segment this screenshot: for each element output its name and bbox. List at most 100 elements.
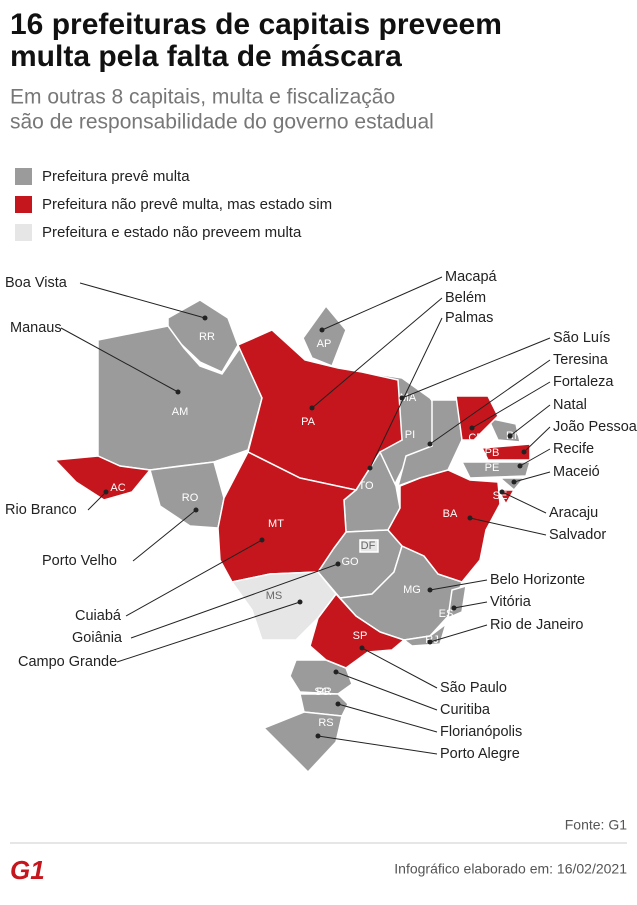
capital-label: Belo Horizonte (490, 572, 585, 588)
capital-dot (309, 405, 315, 411)
capital-dot (427, 587, 433, 593)
capital-dot (175, 389, 181, 395)
callout-line (335, 671, 438, 711)
capital-dot (367, 465, 373, 471)
capital-dot (517, 463, 523, 469)
title: 16 prefeituras de capitais preveem (10, 8, 502, 41)
callout-line (311, 297, 443, 409)
state-abbr: SC (314, 686, 329, 698)
callout-line (429, 359, 551, 445)
capital-label: Recife (553, 441, 594, 457)
capital-label: Natal (553, 397, 587, 413)
capital-dot (469, 425, 475, 431)
state-abbr: AM (172, 406, 189, 418)
capital-label: João Pessoa (553, 419, 637, 435)
capital-dot (427, 441, 433, 447)
callout-line (361, 647, 438, 689)
state-abbr: AP (317, 338, 332, 350)
state (299, 693, 349, 717)
capital-dot (315, 733, 321, 739)
callout-line (429, 579, 488, 591)
capital-dot (359, 645, 365, 651)
legend-label: Prefeitura não prevê multa, mas estado s… (42, 196, 332, 213)
capital-dot (193, 507, 199, 513)
callout-line (401, 337, 551, 399)
callout-line (337, 703, 438, 733)
title: multa pela falta de máscara (10, 40, 402, 73)
subtitle: são de responsabilidade do governo estad… (10, 111, 434, 134)
state (359, 539, 379, 553)
callout-line (469, 517, 547, 536)
capital-dot (202, 315, 208, 321)
callout-line (523, 426, 551, 453)
capital-dot (507, 433, 513, 439)
capital-label: Cuiabá (75, 608, 122, 624)
capital-label: Palmas (445, 310, 493, 326)
state-abbr: CE (468, 432, 483, 444)
legend-swatch (15, 168, 32, 185)
capital-label: Goiânia (72, 630, 123, 646)
capital-dot (521, 449, 527, 455)
callout-line (130, 563, 339, 639)
state-abbr: PI (405, 429, 415, 441)
legend-swatch (15, 196, 32, 213)
state (53, 455, 152, 501)
state (455, 395, 499, 441)
state-abbr: BA (443, 508, 458, 520)
state-abbr: PB (485, 447, 500, 459)
state-abbr: DF (361, 540, 376, 552)
state (97, 325, 263, 471)
capital-label: Teresina (553, 352, 609, 368)
capital-dot (451, 605, 457, 611)
state (302, 304, 347, 367)
capital-dot (259, 537, 265, 543)
capital-label: Macapá (445, 269, 498, 285)
callout-line (369, 317, 443, 469)
map: RRAPAMROMAPITOGOMGESRJPRSCRSRNPEALPAACMT… (53, 299, 531, 774)
capital-label: Manaus (10, 320, 62, 336)
capital-dot (511, 479, 517, 485)
capital-label: Belém (445, 290, 486, 306)
callout-line (509, 404, 551, 437)
state (460, 461, 531, 479)
callout-line (501, 491, 547, 514)
callout-line (321, 276, 443, 331)
capital-label: Porto Velho (42, 553, 117, 569)
state-abbr: MS (266, 590, 283, 602)
capital-label: Florianópolis (440, 724, 522, 740)
callout-line (79, 282, 206, 319)
capital-dot (319, 327, 325, 333)
state-abbr: ES (439, 608, 454, 620)
state-abbr: PA (301, 416, 316, 428)
capital-label: Aracaju (549, 505, 598, 521)
callout-line (132, 509, 197, 562)
logo: G1 (10, 855, 45, 885)
capital-dot (333, 669, 339, 675)
state-abbr: TO (358, 480, 374, 492)
callout-line (471, 381, 551, 429)
state (309, 592, 406, 669)
capital-label: Maceió (553, 464, 600, 480)
capital-dot (103, 489, 109, 495)
callout-line (125, 539, 263, 617)
state-abbr: RO (182, 492, 199, 504)
state-abbr: RS (318, 717, 333, 729)
legend-label: Prefeitura prevê multa (42, 168, 190, 185)
capital-label: Salvador (549, 527, 606, 543)
capital-dot (335, 561, 341, 567)
capital-label: Fortaleza (553, 374, 614, 390)
capital-label: Vitória (490, 594, 532, 610)
capital-dot (399, 395, 405, 401)
capital-label: Curitiba (440, 702, 491, 718)
callout-line (453, 601, 488, 609)
state-abbr: SP (353, 630, 368, 642)
capital-dot (499, 489, 505, 495)
state-abbr: MT (268, 518, 284, 530)
capital-label: Porto Alegre (440, 746, 520, 762)
callout-line (317, 735, 438, 755)
capital-dot (335, 701, 341, 707)
state-abbr: GO (341, 556, 359, 568)
capital-label: Boa Vista (5, 275, 68, 291)
capital-label: Rio de Janeiro (490, 617, 584, 633)
